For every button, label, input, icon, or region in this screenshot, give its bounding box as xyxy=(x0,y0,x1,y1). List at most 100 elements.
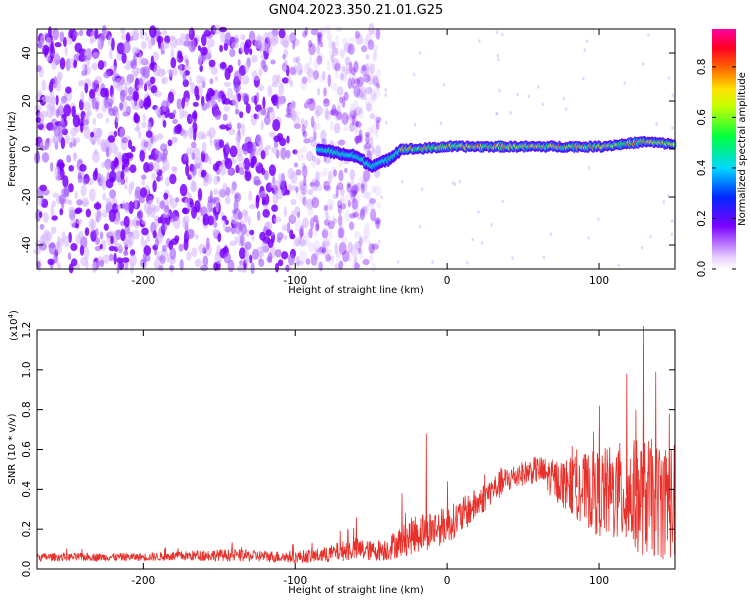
heatmap-cell xyxy=(91,62,98,71)
heatmap-cell xyxy=(318,34,323,43)
heatmap-cell xyxy=(327,254,335,260)
heatmap-cell xyxy=(137,209,144,221)
heatmap-cell xyxy=(359,105,363,114)
heatmap-cell xyxy=(80,122,84,133)
heatmap-cell xyxy=(352,203,359,217)
heatmap-cell xyxy=(304,231,310,244)
heatmap-cell xyxy=(157,217,162,224)
heatmap-cell xyxy=(303,102,310,109)
heatmap-cell xyxy=(185,163,190,177)
heatmap-cell xyxy=(298,180,306,191)
heatmap-cell xyxy=(333,111,341,122)
heatmap-cell xyxy=(367,74,372,82)
heatmap-cell xyxy=(105,197,112,205)
heatmap-cell xyxy=(376,68,381,77)
heatmap-cell xyxy=(197,188,203,202)
heatmap-cell xyxy=(342,250,350,262)
heatmap-cell xyxy=(105,117,110,124)
heatmap-cell xyxy=(41,152,50,163)
heatmap-cell xyxy=(307,240,311,248)
heatmap-cell xyxy=(319,41,324,48)
heatmap-cell xyxy=(332,41,340,47)
heatmap-cell xyxy=(321,244,327,256)
heatmap-cell xyxy=(313,214,320,227)
heatmap-cell xyxy=(336,105,342,119)
heatmap-cell xyxy=(37,259,42,272)
heatmap-cell xyxy=(361,65,368,75)
heatmap-cell xyxy=(235,109,240,115)
heatmap-cell xyxy=(161,222,168,232)
heatmap-cell xyxy=(337,62,342,70)
heatmap-cell xyxy=(299,227,303,240)
heatmap-cell xyxy=(239,111,244,119)
heatmap-cell xyxy=(191,152,196,160)
heatmap-cell xyxy=(364,222,370,230)
heatmap-cell xyxy=(288,33,297,41)
heatmap-cell xyxy=(244,62,250,73)
heatmap-cell xyxy=(373,114,380,126)
heatmap-cell xyxy=(266,31,275,45)
heatmap-cell xyxy=(354,58,358,72)
heatmap-cell xyxy=(83,65,91,76)
heatmap-cell xyxy=(51,226,57,235)
heatmap-cell xyxy=(244,257,251,264)
heatmap-cell xyxy=(293,57,299,64)
heatmap-cell xyxy=(359,68,365,74)
heatmap-cell xyxy=(162,30,168,36)
heatmap-cell xyxy=(316,28,323,38)
heatmap-cell xyxy=(103,223,109,231)
heatmap-cell xyxy=(292,240,300,248)
heatmap-cell xyxy=(108,230,116,237)
heatmap-cell xyxy=(171,137,178,144)
heatmap-cell xyxy=(319,171,324,178)
heatmap-cell xyxy=(339,96,344,104)
heatmap-cell xyxy=(54,42,62,48)
heatmap-cell xyxy=(317,246,324,255)
heatmap-cell xyxy=(261,242,269,253)
heatmap-cell xyxy=(231,42,239,49)
heatmap-cell xyxy=(374,217,381,225)
heatmap-cell xyxy=(258,258,265,268)
heatmap-cell xyxy=(279,137,287,147)
heatmap-cell xyxy=(353,256,358,264)
heatmap-cell xyxy=(121,163,126,171)
heatmap-cell xyxy=(329,230,333,240)
heatmap-cell xyxy=(115,111,120,123)
heatmap-cell xyxy=(342,96,346,108)
heatmap-cell xyxy=(285,189,291,196)
y-tick-label: 40 xyxy=(21,46,33,59)
heatmap-cell xyxy=(294,148,299,157)
heatmap-cell xyxy=(202,180,209,187)
heatmap-cell xyxy=(99,259,105,268)
heatmap-cell xyxy=(495,30,498,34)
heatmap-cell xyxy=(313,240,321,252)
heatmap-cell xyxy=(148,154,153,160)
heatmap-cell xyxy=(188,126,194,140)
heatmap-cell xyxy=(248,190,252,202)
heatmap-cell xyxy=(349,244,358,257)
heatmap-cell xyxy=(194,258,202,267)
heatmap-cell xyxy=(224,67,231,80)
heatmap-cell xyxy=(439,121,443,126)
heatmap-cell xyxy=(218,139,225,149)
heatmap-cell xyxy=(57,235,61,246)
heatmap-cell xyxy=(282,35,290,49)
heatmap-cell xyxy=(301,154,305,161)
heatmap-cell xyxy=(364,97,373,107)
heatmap-cell xyxy=(256,251,265,258)
heatmap-cell xyxy=(221,215,227,221)
heatmap-cell xyxy=(123,216,130,228)
heatmap-cell xyxy=(323,219,330,226)
heatmap-cell xyxy=(217,232,222,243)
heatmap-cell xyxy=(81,197,90,208)
heatmap-cell xyxy=(353,84,361,98)
heatmap-cell xyxy=(224,157,233,170)
heatmap-cell xyxy=(330,255,334,262)
heatmap-cell xyxy=(268,131,277,138)
heatmap-cell xyxy=(375,120,380,130)
heatmap-cell xyxy=(222,98,231,105)
heatmap-cell xyxy=(287,253,295,266)
heatmap-cell xyxy=(237,211,243,221)
heatmap-cell xyxy=(370,185,377,194)
heatmap-cell xyxy=(44,138,50,150)
